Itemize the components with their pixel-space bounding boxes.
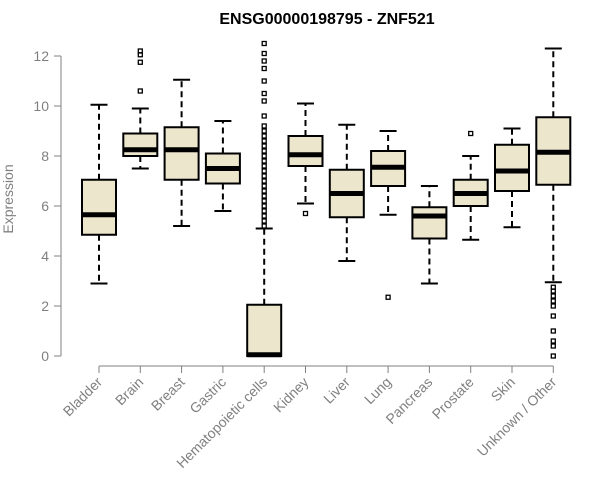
y-tick-label: 8 [41, 148, 49, 164]
outlier-point [261, 123, 267, 129]
x-tick-label: Bladder [60, 374, 106, 420]
outlier-point [261, 65, 267, 72]
x-tick-label: Skin [488, 374, 519, 405]
outlier-point [261, 143, 267, 149]
box-liver [328, 123, 365, 262]
box-skin [494, 127, 530, 229]
x-tick-label: Liver [320, 374, 353, 407]
outlier-point [550, 303, 556, 309]
outlier-point [261, 213, 267, 219]
chart-title: ENSG00000198795 - ZNF521 [219, 11, 434, 28]
x-tick-label: Kidney [270, 374, 312, 416]
iqr-box [81, 178, 117, 236]
outlier-point [261, 98, 267, 104]
outlier-point [261, 133, 267, 139]
iqr-box [122, 132, 159, 157]
outlier-point [261, 90, 267, 97]
outlier-point [550, 284, 556, 290]
outlier-point [261, 58, 267, 64]
outlier-point [550, 313, 556, 319]
outlier-point [550, 343, 556, 349]
outlier-point [261, 148, 267, 154]
box-pancreas [411, 185, 448, 285]
iqr-box [494, 143, 530, 192]
outlier-point [550, 338, 556, 344]
outlier-point [385, 294, 391, 300]
outlier-point [137, 88, 143, 94]
outlier-point [261, 193, 267, 199]
x-tick-label: Lung [361, 374, 394, 407]
outlier-point [550, 298, 556, 304]
iqr-box [163, 126, 200, 181]
outlier-point [550, 328, 556, 334]
box-unknown-other [535, 47, 572, 359]
outlier-point [261, 183, 267, 189]
y-tick-label: 10 [33, 98, 49, 114]
outlier-point [261, 178, 267, 184]
x-tick-label: Brain [112, 374, 146, 408]
y-axis-label: Expression [0, 164, 16, 233]
outlier-point [261, 153, 267, 159]
box-gastric [204, 120, 241, 212]
box-lung [370, 130, 407, 300]
outlier-point [261, 158, 267, 164]
outlier-point [550, 353, 556, 359]
outlier-point [261, 198, 267, 204]
box-series [81, 40, 572, 359]
y-tick-label: 12 [33, 48, 49, 64]
outlier-point [550, 293, 556, 299]
x-tick-label: Breast [148, 374, 188, 414]
outlier-point [261, 113, 267, 119]
iqr-box [411, 206, 448, 240]
iqr-box [246, 303, 283, 357]
box-prostate [452, 130, 489, 241]
y-tick-label: 2 [41, 298, 49, 314]
outlier-point [261, 168, 267, 174]
outlier-point [261, 223, 267, 229]
outlier-point [468, 130, 474, 137]
outlier-point [261, 40, 267, 47]
x-tick-label: Prostate [429, 374, 477, 422]
outlier-point [137, 48, 143, 54]
outlier-point [261, 203, 267, 209]
outlier-point [261, 208, 267, 214]
box-brain [122, 48, 159, 170]
y-tick-label: 0 [41, 348, 49, 364]
iqr-box [287, 135, 324, 167]
outlier-point [261, 50, 267, 57]
outlier-point [302, 210, 309, 217]
outlier-point [261, 138, 267, 144]
box-bladder [81, 103, 117, 285]
y-tick-label: 4 [41, 248, 49, 264]
outlier-point [261, 188, 267, 194]
outlier-point [261, 218, 267, 224]
box-breast [163, 78, 200, 227]
y-tick-label: 6 [41, 198, 49, 214]
box-kidney [287, 102, 324, 217]
y-axis: 0 2 4 6 8 10 12 [33, 48, 62, 364]
outlier-point [261, 78, 267, 84]
outlier-point [137, 59, 143, 65]
outlier-point [261, 163, 267, 169]
outlier-point [261, 128, 267, 134]
outlier-point [261, 173, 267, 179]
box-hematopoietic-cells [246, 40, 283, 358]
